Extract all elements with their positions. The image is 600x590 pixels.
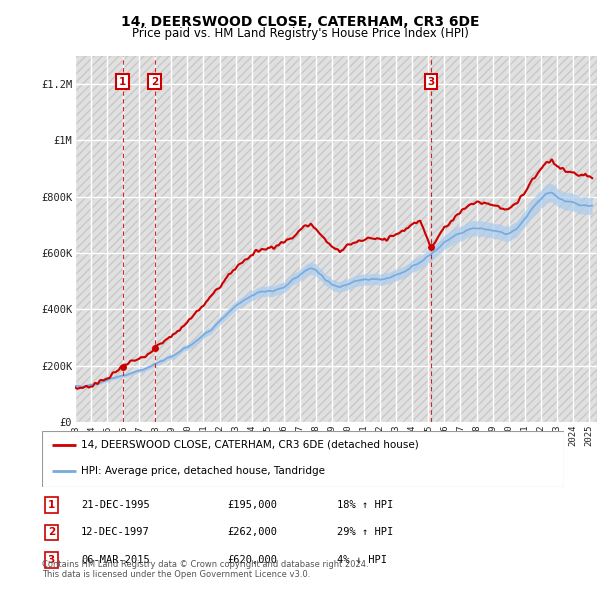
Bar: [75, 56, 597, 422]
Text: £620,000: £620,000: [227, 555, 277, 565]
Text: 12-DEC-1997: 12-DEC-1997: [81, 527, 150, 537]
Text: Price paid vs. HM Land Registry's House Price Index (HPI): Price paid vs. HM Land Registry's House …: [131, 27, 469, 40]
Text: 4% ↓ HPI: 4% ↓ HPI: [337, 555, 387, 565]
Text: 29% ↑ HPI: 29% ↑ HPI: [337, 527, 393, 537]
Text: 21-DEC-1995: 21-DEC-1995: [81, 500, 150, 510]
Text: 1: 1: [48, 500, 55, 510]
Text: 3: 3: [427, 77, 435, 87]
Text: 18% ↑ HPI: 18% ↑ HPI: [337, 500, 393, 510]
Text: 3: 3: [48, 555, 55, 565]
Text: 1: 1: [119, 77, 127, 87]
Text: £195,000: £195,000: [227, 500, 277, 510]
Text: 14, DEERSWOOD CLOSE, CATERHAM, CR3 6DE: 14, DEERSWOOD CLOSE, CATERHAM, CR3 6DE: [121, 15, 479, 29]
Text: £262,000: £262,000: [227, 527, 277, 537]
Text: 2: 2: [151, 77, 158, 87]
Text: 14, DEERSWOOD CLOSE, CATERHAM, CR3 6DE (detached house): 14, DEERSWOOD CLOSE, CATERHAM, CR3 6DE (…: [81, 440, 419, 450]
Text: HPI: Average price, detached house, Tandridge: HPI: Average price, detached house, Tand…: [81, 466, 325, 476]
Text: Contains HM Land Registry data © Crown copyright and database right 2024.
This d: Contains HM Land Registry data © Crown c…: [42, 560, 368, 579]
Text: 06-MAR-2015: 06-MAR-2015: [81, 555, 150, 565]
Text: 2: 2: [48, 527, 55, 537]
